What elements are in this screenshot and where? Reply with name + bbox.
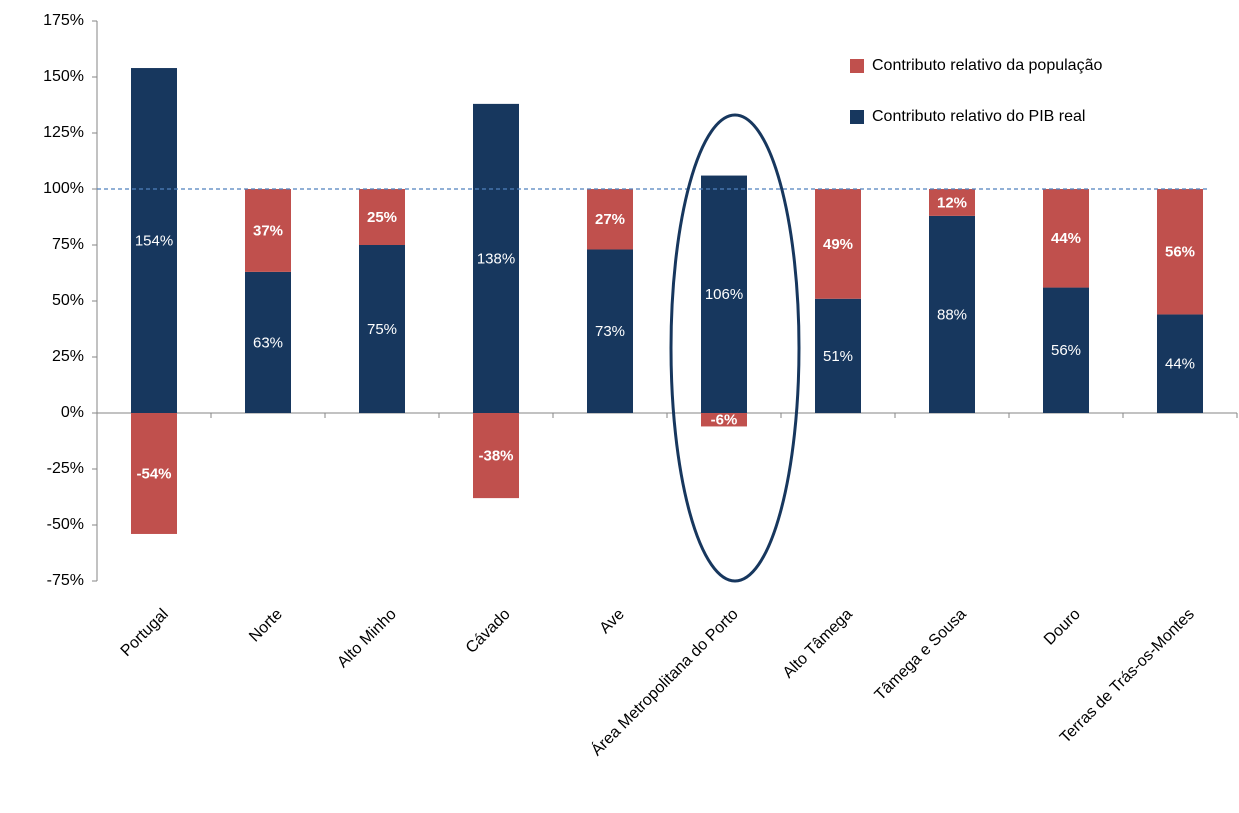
y-tick-label: -50% — [47, 516, 84, 533]
bar-segment — [815, 189, 861, 299]
value-label: 51% — [823, 348, 853, 365]
bar-segment — [473, 413, 519, 499]
value-label: 56% — [1051, 342, 1081, 359]
bar-segment — [131, 68, 177, 413]
bar-segment — [245, 189, 291, 272]
y-tick-label: 150% — [43, 68, 84, 85]
value-label: 63% — [253, 334, 283, 351]
bar-segment — [1157, 314, 1203, 413]
value-label: 106% — [705, 286, 743, 303]
x-tick-label: Douro — [1041, 606, 1084, 649]
value-label: 75% — [367, 321, 397, 338]
bar-segment — [245, 271, 291, 413]
value-label: 44% — [1165, 356, 1195, 373]
bar-segment — [587, 249, 633, 413]
bar-segment — [929, 215, 975, 413]
value-label: 44% — [1051, 230, 1081, 247]
bar-segment — [359, 189, 405, 245]
value-label: -38% — [478, 448, 513, 465]
bar-segment — [587, 189, 633, 250]
value-label: 73% — [595, 323, 625, 340]
bar-segment — [815, 298, 861, 413]
x-tick-label: Ave — [596, 606, 627, 637]
legend-swatch — [850, 110, 864, 124]
value-label: 56% — [1165, 244, 1195, 261]
bar-segment — [359, 245, 405, 413]
value-label: 27% — [595, 211, 625, 228]
value-label: 12% — [937, 194, 967, 211]
y-tick-label: 75% — [52, 236, 84, 253]
x-tick-label: Portugal — [118, 606, 172, 660]
y-tick-label: -75% — [47, 572, 84, 589]
bar-segment — [701, 175, 747, 413]
x-tick-label: Terras de Trás-os-Montes — [1057, 606, 1198, 747]
value-label: 37% — [253, 222, 283, 239]
value-label: 154% — [135, 232, 173, 249]
value-label: -54% — [136, 465, 171, 482]
y-tick-label: -25% — [47, 460, 84, 477]
y-tick-label: 50% — [52, 292, 84, 309]
x-tick-label: Alto Minho — [334, 606, 400, 672]
legend-label: Contributo relativo da população — [872, 57, 1102, 74]
y-tick-label: 0% — [61, 404, 84, 421]
bar-segment — [1157, 189, 1203, 315]
x-tick-label: Tâmega e Sousa — [872, 606, 970, 704]
x-tick-label: Alto Tâmega — [780, 606, 856, 682]
y-tick-label: 175% — [43, 12, 84, 29]
bar-segment — [929, 189, 975, 216]
y-tick-label: 100% — [43, 180, 84, 197]
highlight-ellipse — [669, 113, 801, 583]
bar-segment — [1043, 287, 1089, 413]
x-tick-label: Norte — [246, 606, 286, 646]
value-label: 25% — [367, 209, 397, 226]
bar-segment — [1043, 189, 1089, 288]
bar-segment — [131, 413, 177, 534]
value-label: 138% — [477, 250, 515, 267]
x-tick-label: Cávado — [463, 606, 514, 657]
y-tick-label: 125% — [43, 124, 84, 141]
value-label: 49% — [823, 236, 853, 253]
legend-label: Contributo relativo do PIB real — [872, 108, 1085, 125]
value-label: 88% — [937, 306, 967, 323]
value-label: -6% — [711, 412, 738, 429]
legend-swatch — [850, 59, 864, 73]
y-tick-label: 25% — [52, 348, 84, 365]
bar-segment — [701, 413, 747, 427]
bar-segment — [473, 103, 519, 413]
